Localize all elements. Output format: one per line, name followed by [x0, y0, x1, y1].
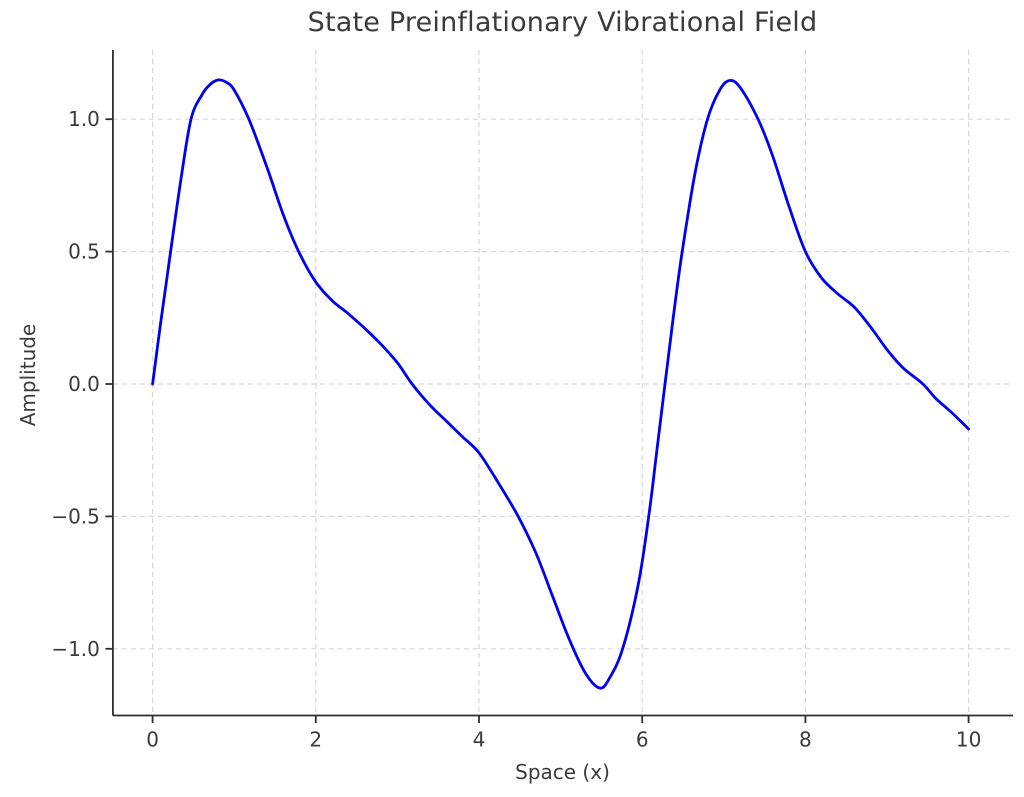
- y-tick-label: −1.0: [51, 637, 100, 661]
- x-tick-label: 10: [956, 728, 981, 752]
- series-line-vibrational-field: [151, 78, 970, 690]
- y-tick-label: 1.0: [68, 107, 100, 131]
- x-tick-label: 0: [146, 728, 159, 752]
- y-tick-label: 0.5: [68, 240, 100, 264]
- y-tick-label: −0.5: [51, 504, 100, 528]
- chart-title: State Preinflationary Vibrational Field: [307, 7, 818, 38]
- y-axis-label: Amplitude: [16, 323, 40, 427]
- x-tick-label: 6: [636, 728, 649, 752]
- x-tick-label: 2: [309, 728, 322, 752]
- x-tick-label: 8: [799, 728, 812, 752]
- y-tick-label: 0.0: [68, 372, 100, 396]
- x-axis-label: Space (x): [515, 760, 610, 784]
- x-tick-label: 4: [473, 728, 486, 752]
